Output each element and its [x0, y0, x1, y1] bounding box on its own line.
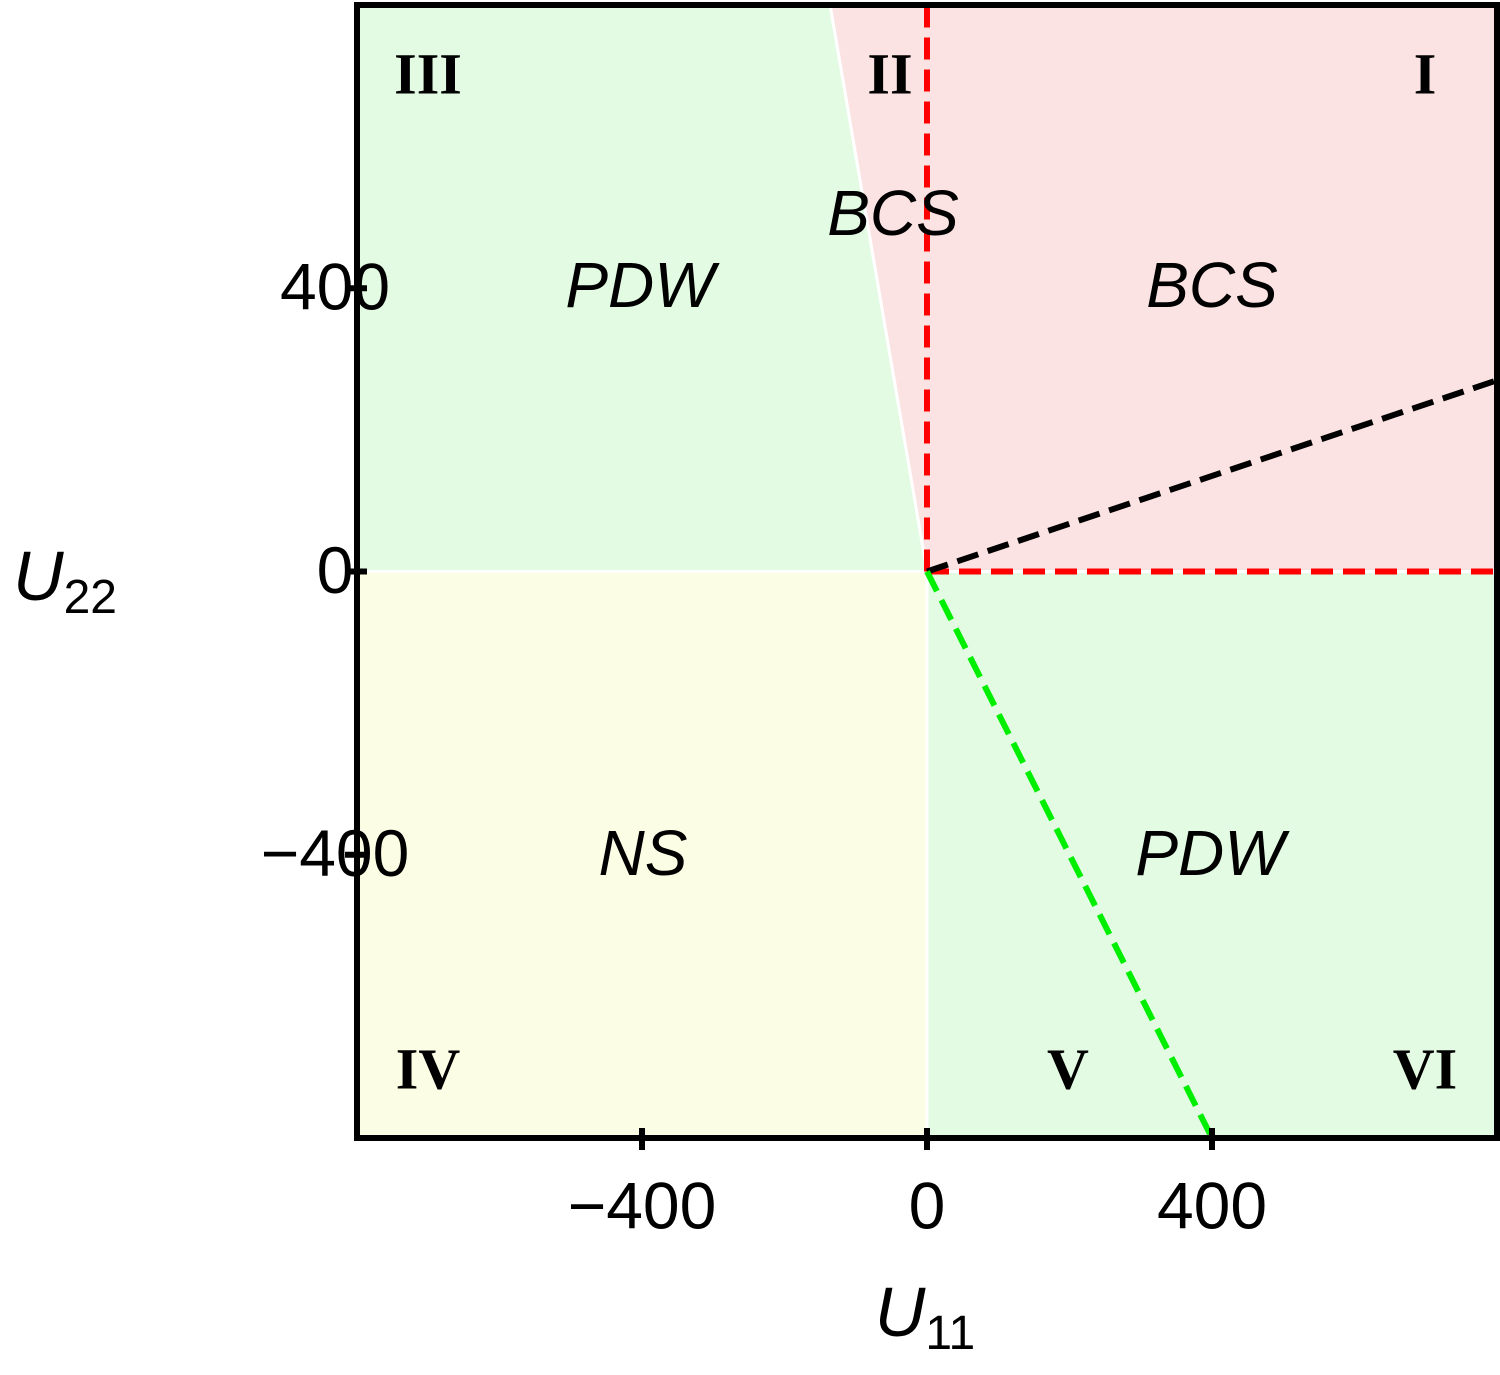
axis-label: U22 — [13, 537, 117, 623]
y-tick-label: 400 — [280, 250, 390, 324]
phase-boundary — [924, 570, 1215, 1140]
y-tick-label: −400 — [261, 816, 410, 890]
region-label: II — [867, 41, 912, 106]
region-label: V — [1047, 1036, 1089, 1101]
region-label: VI — [1393, 1036, 1457, 1101]
region-label: IV — [396, 1036, 461, 1101]
axis-label-main: U — [13, 537, 64, 615]
phase-label: PDW — [1135, 817, 1290, 889]
phase-label: BCS — [827, 177, 959, 249]
axis-label-sub: 22 — [64, 571, 117, 624]
x-tick-label: −400 — [568, 1168, 717, 1242]
axis-label-main: U — [875, 1273, 926, 1351]
y-tick-label: 0 — [317, 533, 354, 607]
axis-label: U11 — [875, 1273, 975, 1359]
x-tick-label: 400 — [1157, 1168, 1267, 1242]
phase-label: PDW — [565, 249, 720, 321]
phase-label: NS — [599, 817, 688, 889]
x-tick-label: 0 — [909, 1168, 946, 1242]
axis-label-sub: 11 — [925, 1307, 975, 1360]
region-label: I — [1414, 41, 1437, 106]
phase-label: BCS — [1146, 249, 1278, 321]
phase-boundary — [926, 377, 1498, 575]
region-label: III — [394, 41, 462, 106]
